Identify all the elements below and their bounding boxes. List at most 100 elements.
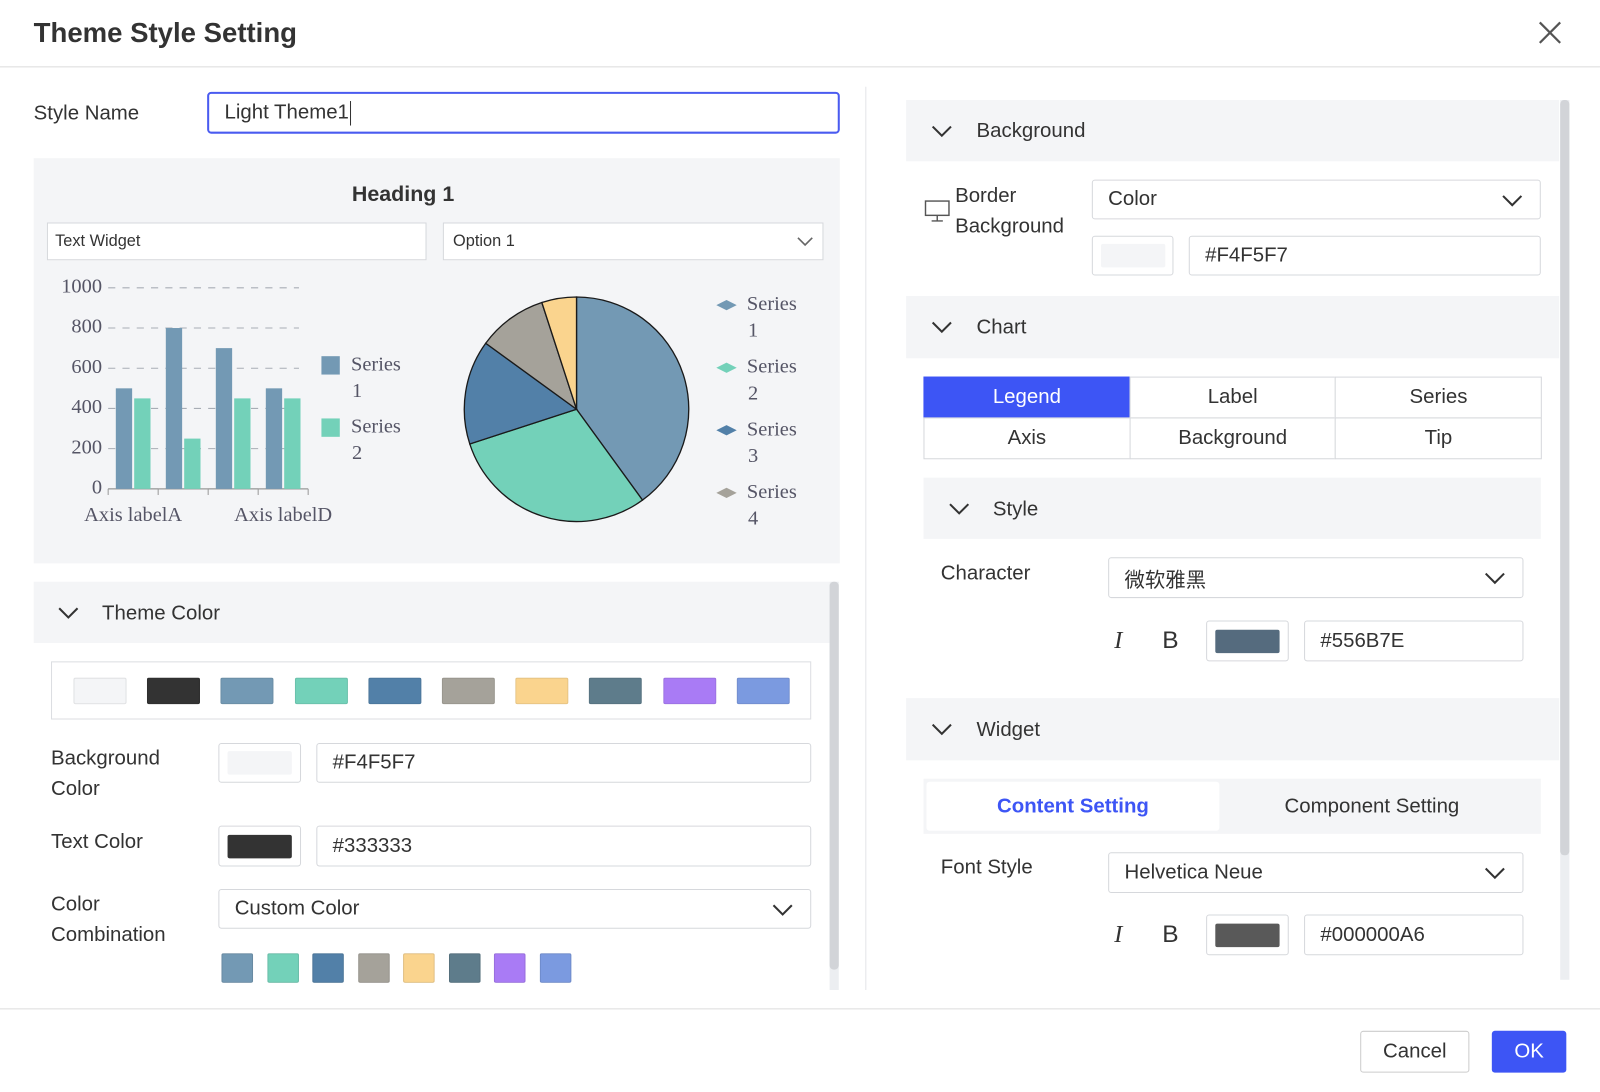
- section-title: Background: [976, 119, 1086, 142]
- field-label: Background Color: [51, 747, 160, 801]
- field-label: Character: [940, 562, 1031, 585]
- section-header[interactable]: [33, 581, 830, 643]
- palette-swatch[interactable]: [662, 677, 716, 705]
- preview-select[interactable]: Option 1: [442, 222, 824, 261]
- chart-tab[interactable]: Axis: [923, 417, 1131, 460]
- combination-select[interactable]: Custom Color: [218, 888, 812, 929]
- palette-swatch[interactable]: [220, 677, 274, 705]
- palette-swatch[interactable]: [294, 677, 348, 705]
- italic-button[interactable]: I: [1114, 627, 1123, 655]
- section-header[interactable]: [906, 295, 1560, 359]
- bar: [115, 388, 133, 489]
- scrollbar-thumb[interactable]: [829, 581, 839, 970]
- subsection-header[interactable]: [923, 477, 1541, 539]
- style-name-input[interactable]: Light Theme1: [207, 91, 840, 134]
- bar: [184, 438, 201, 489]
- color-picker[interactable]: [1206, 914, 1289, 956]
- chart-tab[interactable]: Background: [1129, 417, 1337, 460]
- subsection-title: Style: [992, 498, 1039, 521]
- palette-swatch[interactable]: [368, 677, 422, 705]
- scrollbar-thumb[interactable]: [1560, 100, 1570, 856]
- legend-label: Series 2: [351, 415, 401, 464]
- chevron: [58, 607, 79, 619]
- font-select[interactable]: 微软雅黑: [1108, 557, 1524, 599]
- select-text: Custom Color: [234, 897, 360, 920]
- palette-swatch[interactable]: [515, 677, 569, 705]
- chevron: [931, 723, 952, 736]
- fill-type-select[interactable]: Color: [1091, 179, 1541, 220]
- chevron: [1502, 195, 1523, 207]
- chevron: [797, 237, 813, 247]
- divider: [0, 66, 1600, 68]
- combination-swatch: [493, 953, 526, 983]
- field-label: Color Combination: [51, 893, 166, 947]
- legend-swatch: [321, 356, 340, 375]
- field-label: Text Color: [51, 830, 143, 854]
- bar: [134, 398, 151, 489]
- pie-slice: [575, 296, 690, 502]
- chevron: [1484, 572, 1505, 585]
- close-button[interactable]: [1537, 19, 1564, 46]
- scrollbar: [1560, 100, 1570, 980]
- color-picker[interactable]: [1206, 620, 1289, 662]
- color-input[interactable]: #333333: [316, 825, 812, 867]
- x-tick-label: Axis labelA: [84, 504, 182, 526]
- swatch: [1215, 629, 1280, 653]
- palette-swatch[interactable]: [147, 677, 201, 705]
- color-input[interactable]: #000000A6: [1304, 914, 1524, 956]
- bar: [265, 388, 283, 489]
- legend-icon: [716, 300, 737, 311]
- color-picker[interactable]: [1091, 235, 1174, 276]
- swatch: [227, 751, 292, 775]
- palette-swatch[interactable]: [589, 677, 643, 705]
- style-name-label: Style Name: [33, 102, 140, 125]
- widget-tab[interactable]: Content Setting: [926, 781, 1220, 831]
- combination-swatch: [403, 953, 435, 983]
- y-tick-label: 0: [92, 477, 102, 499]
- color-input[interactable]: #F4F5F7: [1188, 235, 1541, 276]
- chevron: [772, 904, 793, 916]
- chart-tab[interactable]: Legend: [923, 376, 1131, 419]
- bold-button[interactable]: B: [1162, 920, 1179, 949]
- section-title: Chart: [976, 316, 1027, 339]
- select-text: 微软雅黑: [1124, 568, 1207, 592]
- color-picker[interactable]: [218, 742, 302, 783]
- field-label: Border Background: [955, 184, 1065, 238]
- section-header[interactable]: [906, 698, 1560, 761]
- legend-label: Series 1: [747, 293, 797, 342]
- cancel-button[interactable]: Cancel: [1360, 1030, 1470, 1073]
- x-tick-label: Axis labelD: [234, 504, 332, 526]
- preview-heading: Heading 1: [351, 182, 455, 207]
- chevron: [931, 125, 952, 138]
- combination-swatch: [312, 953, 344, 983]
- section-header[interactable]: [906, 100, 1560, 162]
- color-picker[interactable]: [218, 825, 302, 867]
- combination-swatch: [221, 953, 254, 983]
- italic-button[interactable]: I: [1114, 921, 1123, 949]
- combination-swatch: [357, 953, 390, 983]
- bold-button[interactable]: B: [1162, 626, 1179, 655]
- section-title: Theme Color: [102, 602, 221, 625]
- palette-swatch[interactable]: [441, 677, 495, 705]
- font-select[interactable]: Helvetica Neue: [1108, 852, 1524, 894]
- color-input[interactable]: #F4F5F7: [316, 742, 812, 783]
- legend-swatch: [321, 418, 340, 437]
- select-text: Helvetica Neue: [1124, 860, 1263, 884]
- chart-tab[interactable]: Series: [1335, 376, 1542, 419]
- color-input[interactable]: #556B7E: [1304, 620, 1524, 662]
- chart-tab[interactable]: Tip: [1335, 417, 1542, 460]
- swatch: [1100, 243, 1165, 268]
- palette-swatch[interactable]: [73, 677, 127, 705]
- palette-swatch[interactable]: [736, 677, 790, 705]
- y-tick-label: 800: [71, 316, 102, 338]
- divider: [0, 1008, 1600, 1010]
- ok-button[interactable]: OK: [1491, 1030, 1567, 1073]
- widget-tab[interactable]: Component Setting: [1284, 794, 1460, 817]
- chevron: [949, 503, 970, 515]
- legend-icon: [716, 362, 737, 373]
- legend-label: Series 1: [351, 353, 401, 402]
- dialog-title: Theme Style Setting: [33, 17, 298, 48]
- bar: [234, 398, 251, 489]
- chart-tab[interactable]: Label: [1129, 376, 1337, 419]
